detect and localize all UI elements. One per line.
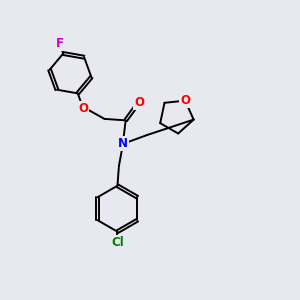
Text: Cl: Cl — [111, 236, 124, 249]
Text: O: O — [78, 102, 88, 115]
Text: F: F — [56, 37, 64, 50]
Text: N: N — [118, 137, 128, 150]
Text: O: O — [134, 96, 144, 109]
Text: O: O — [180, 94, 190, 107]
